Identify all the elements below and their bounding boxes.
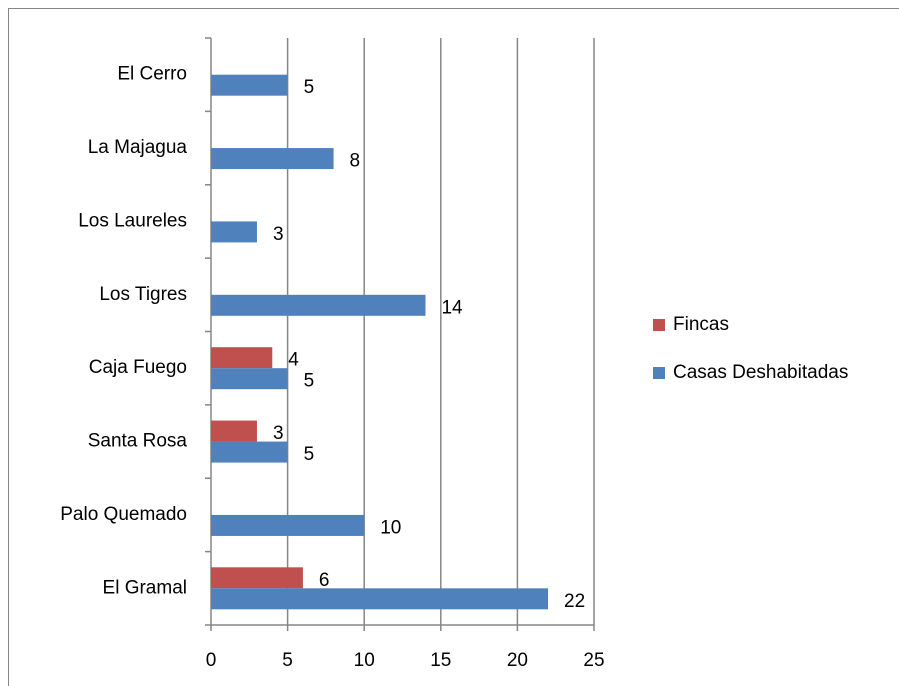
x-tick-label: 20 [507,650,528,671]
bar [211,148,334,170]
y-tick-label: Los Tigres [99,284,187,305]
y-tick-label: El Cerro [117,64,187,85]
legend-swatch [653,319,665,331]
bar [211,567,303,589]
data-label: 3 [273,423,284,444]
bar [211,368,288,390]
bar [211,588,549,610]
bar [211,294,426,316]
data-label: 5 [304,371,315,392]
data-label: 6 [319,570,330,591]
x-tick-label: 0 [206,650,217,671]
legend-swatch [653,367,665,379]
data-label: 8 [350,151,361,172]
bar [211,441,288,463]
data-label: 4 [288,350,299,371]
data-label: 3 [273,224,284,245]
x-tick-label: 25 [583,650,604,671]
legend-label: Fincas [673,314,729,335]
y-tick-label: Los Laureles [78,210,187,231]
bar [211,221,257,243]
chart-border [8,8,899,686]
data-label: 5 [304,444,315,465]
y-tick-label: Santa Rosa [88,431,188,452]
bar [211,347,273,369]
data-label: 10 [380,517,401,538]
x-tick-label: 15 [430,650,451,671]
x-tick-label: 10 [354,650,375,671]
bar [211,74,288,96]
legend-label: Casas Deshabitadas [673,362,848,383]
y-tick-label: La Majagua [88,137,188,158]
bar [211,514,365,536]
y-tick-label: Palo Quemado [60,504,187,525]
x-tick-label: 5 [282,650,293,671]
y-tick-label: Caja Fuego [89,357,187,378]
data-label: 5 [304,77,315,98]
data-label: 22 [564,591,585,612]
data-label: 14 [441,297,463,318]
bar [211,420,257,442]
y-tick-label: El Gramal [103,577,187,598]
